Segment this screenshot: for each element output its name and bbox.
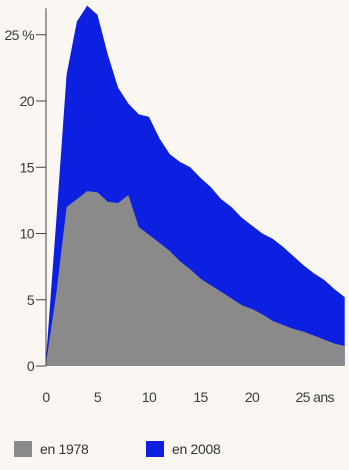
- legend-label-1978: en 1978: [40, 441, 89, 457]
- x-tick-label-5: 5: [94, 389, 102, 405]
- x-tick-label-20: 20: [245, 389, 260, 405]
- y-tick-label-20: 20: [20, 93, 35, 109]
- series-area-en-1978: [46, 191, 345, 366]
- legend-label-2008: en 2008: [172, 441, 221, 457]
- series-layer: [46, 5, 345, 366]
- x-tick-label-15: 15: [193, 389, 208, 405]
- y-tick-label-5: 5: [27, 292, 35, 308]
- legend-swatch-2008: [146, 441, 164, 457]
- x-tick-label-10: 10: [142, 389, 157, 405]
- y-tick-label-0: 0: [27, 358, 35, 374]
- y-tick-label-10: 10: [20, 226, 35, 242]
- legend-item-1978: en 1978: [14, 440, 89, 458]
- y-tick-label-25: 25 %: [4, 27, 34, 43]
- x-tick-label-25: 25 ans: [296, 389, 335, 405]
- axis-layer: 0 5 10 15 20 25 % 0 5 10 15 20 25 ans: [4, 8, 335, 405]
- legend: en 1978 en 2008: [0, 440, 349, 470]
- area-chart: 0 5 10 15 20 25 % 0 5 10 15 20 25 ans: [4, 5, 345, 405]
- x-tick-label-0: 0: [42, 389, 50, 405]
- legend-swatch-1978: [14, 441, 32, 457]
- legend-item-2008: en 2008: [146, 440, 221, 458]
- y-tick-label-15: 15: [20, 159, 35, 175]
